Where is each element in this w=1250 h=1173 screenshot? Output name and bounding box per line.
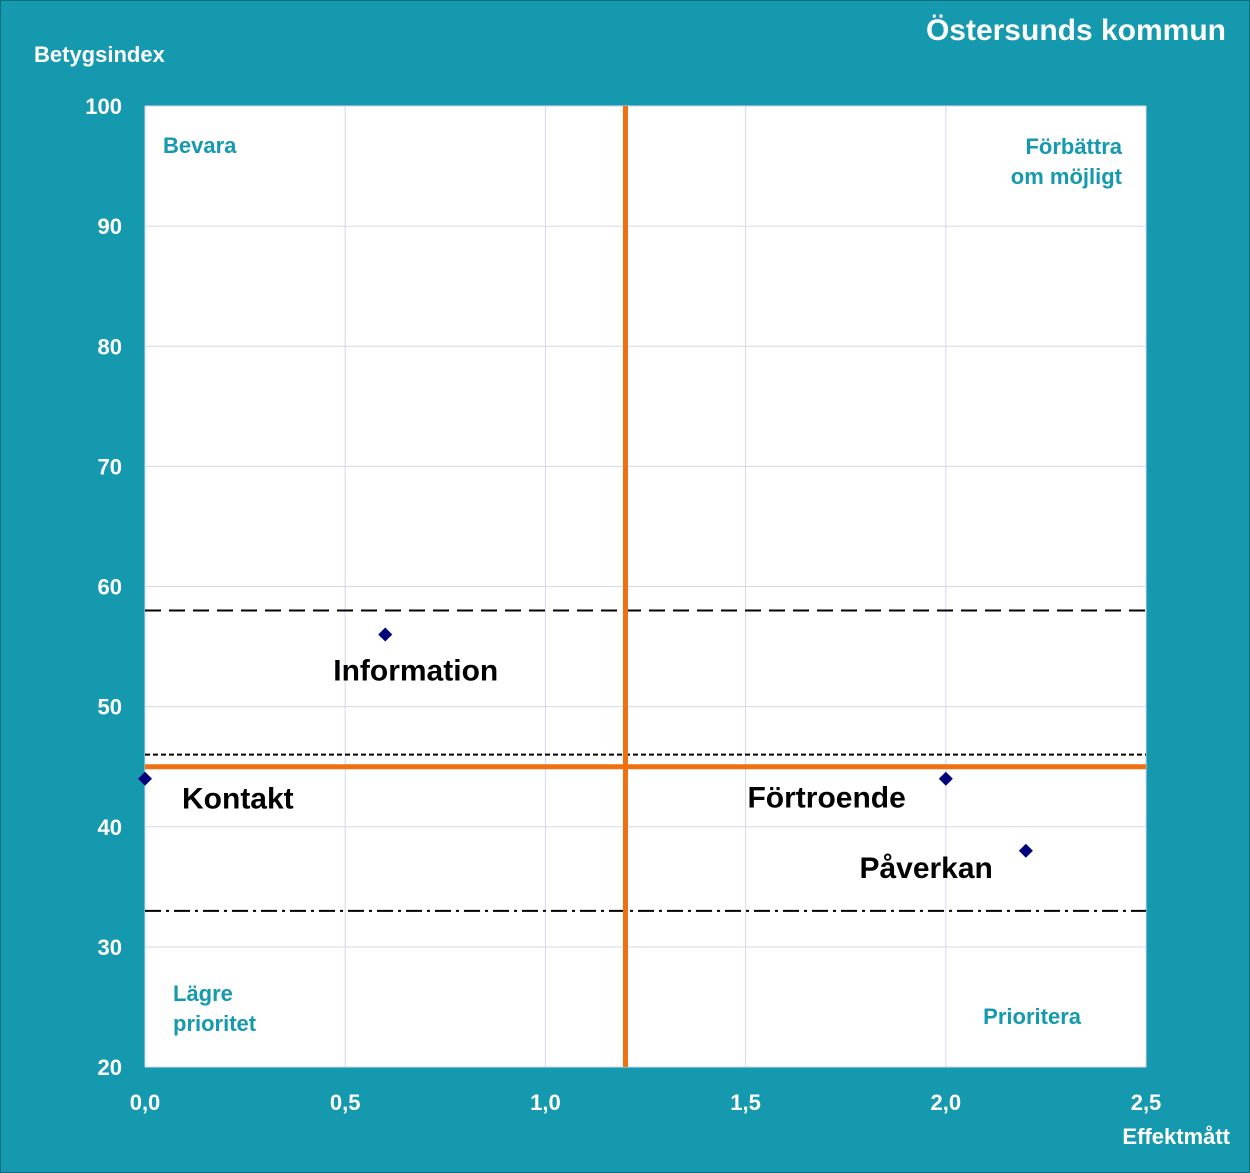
quadrant-label-top-right: Förbättra om möjligt	[1011, 134, 1123, 189]
quadrant-label-top-right-line-1: om möjligt	[1011, 164, 1123, 189]
data-label-kontakt: Kontakt	[182, 783, 294, 816]
data-points: Information Kontakt Förtroende Påverkan	[138, 627, 1033, 885]
reference-lines	[145, 106, 1146, 1067]
y-axis-ticks: 20 30 40 50 60 70 80 90 100	[85, 94, 122, 1080]
y-tick-label-4: 60	[98, 575, 122, 600]
x-axis-ticks: 0,0 0,5 1,0 1,5 2,0 2,5	[130, 1090, 1162, 1115]
quadrant-label-bottom-left-line-0: Lägre	[173, 981, 233, 1006]
x-tick-label-1: 0,5	[330, 1090, 361, 1115]
y-tick-label-8: 100	[85, 94, 122, 119]
x-axis-title: Effektmått	[1122, 1124, 1230, 1149]
data-label-p-verkan: Påverkan	[859, 852, 992, 885]
data-label-f-rtroende: Förtroende	[747, 782, 905, 815]
quadrant-labels: Bevara Förbättra om möjligt Lägre prioritet P…	[163, 133, 1123, 1036]
y-tick-label-2: 40	[98, 815, 122, 840]
quadrant-label-bottom-right-line-0: Prioritera	[983, 1004, 1082, 1029]
y-tick-label-6: 80	[98, 334, 122, 359]
data-point-f-rtroende	[938, 771, 953, 786]
chart-title: Östersunds kommun	[925, 14, 1226, 47]
y-axis-title: Betygsindex	[34, 42, 165, 67]
x-tick-label-3: 1,5	[730, 1090, 761, 1115]
data-point-kontakt	[138, 771, 152, 786]
quadrant-label-top-left: Bevara	[163, 133, 237, 158]
y-tick-label-0: 20	[98, 1055, 122, 1080]
quadrant-label-bottom-left: Lägre prioritet	[173, 981, 257, 1036]
x-tick-label-0: 0,0	[130, 1090, 161, 1115]
x-tick-label-2: 1,0	[530, 1090, 561, 1115]
data-label-information: Information	[333, 655, 498, 688]
data-point-information	[378, 627, 393, 642]
y-tick-label-5: 70	[98, 454, 122, 479]
x-tick-label-5: 2,5	[1131, 1090, 1162, 1115]
data-point-p-verkan	[1018, 843, 1033, 858]
y-tick-label-3: 50	[98, 695, 122, 720]
x-tick-label-4: 2,0	[931, 1090, 962, 1115]
y-tick-label-7: 90	[98, 214, 122, 239]
quadrant-label-top-left-line-0: Bevara	[163, 133, 237, 158]
quadrant-label-top-right-line-0: Förbättra	[1025, 134, 1122, 159]
y-tick-label-1: 30	[98, 935, 122, 960]
quadrant-label-bottom-right: Prioritera	[983, 1004, 1082, 1029]
quadrant-label-bottom-left-line-1: prioritet	[173, 1011, 257, 1036]
grid-lines	[144, 105, 1147, 1068]
